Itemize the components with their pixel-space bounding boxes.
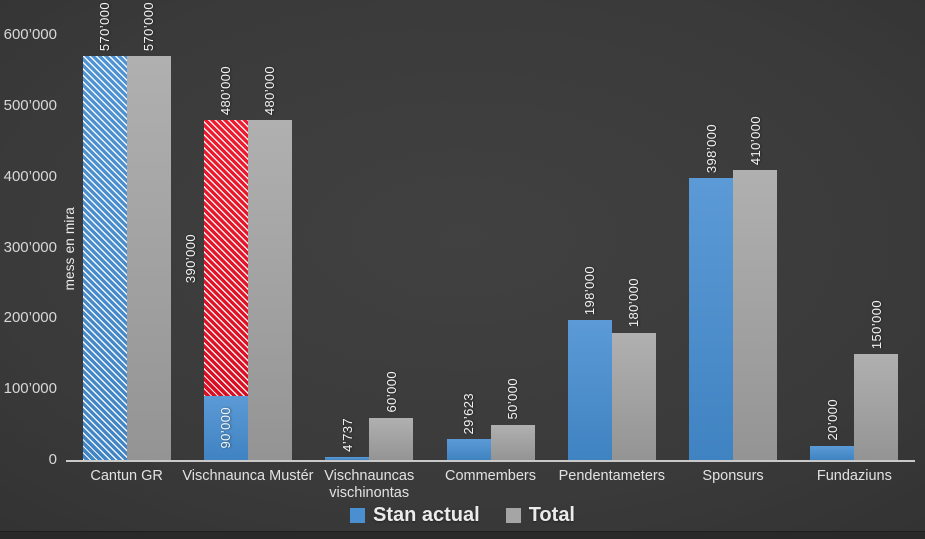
bar-total-3 bbox=[490, 424, 535, 460]
bar-value-label-wrap: 410’000 bbox=[744, 116, 766, 165]
bar-value-label: 570’000 bbox=[141, 2, 157, 52]
bar-total-0 bbox=[126, 56, 171, 460]
bar-total-2 bbox=[369, 417, 414, 460]
x-axis-line bbox=[66, 460, 915, 462]
bar-value-label-wrap: 50’000 bbox=[502, 378, 524, 419]
bar-stan-actual-1-seg1 bbox=[203, 120, 248, 397]
bar-value-label: 60’000 bbox=[383, 371, 399, 413]
bar-stan-actual-3 bbox=[446, 439, 491, 460]
category-label: Sponsurs bbox=[702, 468, 764, 484]
bar-value-label: 398’000 bbox=[703, 124, 719, 174]
bar-stan-actual-5 bbox=[689, 178, 734, 460]
bar-value-label: 150’000 bbox=[868, 299, 884, 349]
bar-stan-actual-2 bbox=[325, 456, 370, 460]
category-label: Cantun GR bbox=[90, 468, 163, 484]
y-tick-label: 0 bbox=[48, 451, 57, 468]
y-tick-label: 500’000 bbox=[3, 96, 57, 114]
legend-item-total: Total bbox=[505, 504, 575, 527]
category-label: Commembers bbox=[444, 468, 537, 484]
bar-value-label: 50’000 bbox=[505, 378, 520, 420]
bar-value-label-wrap: 60’000 bbox=[380, 371, 402, 412]
legend-item-stan-actual: Stan actual bbox=[350, 504, 480, 527]
bar-value-label-wrap: 570’000 bbox=[138, 2, 160, 51]
bar-value-label-wrap: 398’000 bbox=[700, 124, 722, 173]
stack-total-label: 480’000 bbox=[218, 65, 234, 115]
bar-value-label-wrap: 480’000 bbox=[259, 66, 281, 115]
bar-value-label-wrap: 20’000 bbox=[821, 399, 843, 440]
bar-value-label-wrap: 4’737 bbox=[336, 418, 358, 452]
y-tick-label: 200’000 bbox=[3, 309, 57, 327]
bar-stan-actual-0 bbox=[82, 56, 127, 460]
legend-swatch-stan-actual bbox=[350, 508, 365, 523]
chart-legend: Stan actual Total bbox=[0, 504, 925, 527]
legend-label-total: Total bbox=[528, 504, 575, 526]
legend-swatch-total bbox=[505, 508, 521, 523]
bar-value-label-wrap: 570’000 bbox=[94, 2, 116, 51]
bar-total-5 bbox=[733, 169, 778, 460]
y-tick-label: 300’000 bbox=[3, 238, 57, 256]
bar-value-label-wrap: 150’000 bbox=[865, 300, 887, 349]
y-tick-label: 600’000 bbox=[3, 26, 57, 43]
bar-value-label: 4’737 bbox=[339, 417, 355, 452]
category-label: Pendentameters bbox=[558, 468, 665, 484]
category-label: Vischnauncas vischinontas bbox=[324, 468, 415, 501]
bar-value-label: 90’000 bbox=[218, 407, 234, 449]
bar-value-label: 410’000 bbox=[747, 115, 763, 165]
category-label: Fundaziuns bbox=[816, 468, 892, 484]
bar-value-label: 390’000 bbox=[183, 233, 199, 283]
category-label: Vischnaunca Mustér bbox=[182, 468, 314, 484]
bar-value-label: 480’000 bbox=[262, 65, 278, 115]
window-bottom-edge bbox=[0, 531, 925, 539]
legend-label-stan-actual: Stan actual bbox=[373, 504, 480, 526]
bar-stan-actual-4 bbox=[567, 319, 612, 460]
bar-value-label-wrap: 390’000 bbox=[178, 120, 204, 396]
bar-value-label-wrap: 180’000 bbox=[623, 278, 645, 327]
bar-stan-actual-1-seg0: 90’000 bbox=[203, 396, 248, 460]
bar-total-4 bbox=[611, 332, 656, 460]
bar-value-label: 570’000 bbox=[97, 2, 113, 52]
y-axis-title: mess en mira bbox=[62, 207, 77, 291]
bar-value-label-wrap: 480’000 bbox=[215, 66, 237, 115]
bar-value-label: 29’623 bbox=[461, 392, 476, 435]
bar-value-label-wrap: 198’000 bbox=[579, 266, 601, 315]
y-tick-label: 100’000 bbox=[3, 380, 57, 398]
bar-total-1 bbox=[247, 120, 292, 460]
y-tick-label: 400’000 bbox=[3, 167, 57, 185]
bar-value-label-wrap: 29’623 bbox=[458, 393, 480, 434]
bar-value-label: 20’000 bbox=[824, 399, 840, 441]
bar-value-label: 198’000 bbox=[582, 265, 598, 315]
bar-value-label: 180’000 bbox=[626, 278, 642, 328]
bar-total-6 bbox=[854, 353, 899, 460]
bar-stan-actual-6 bbox=[810, 445, 855, 460]
